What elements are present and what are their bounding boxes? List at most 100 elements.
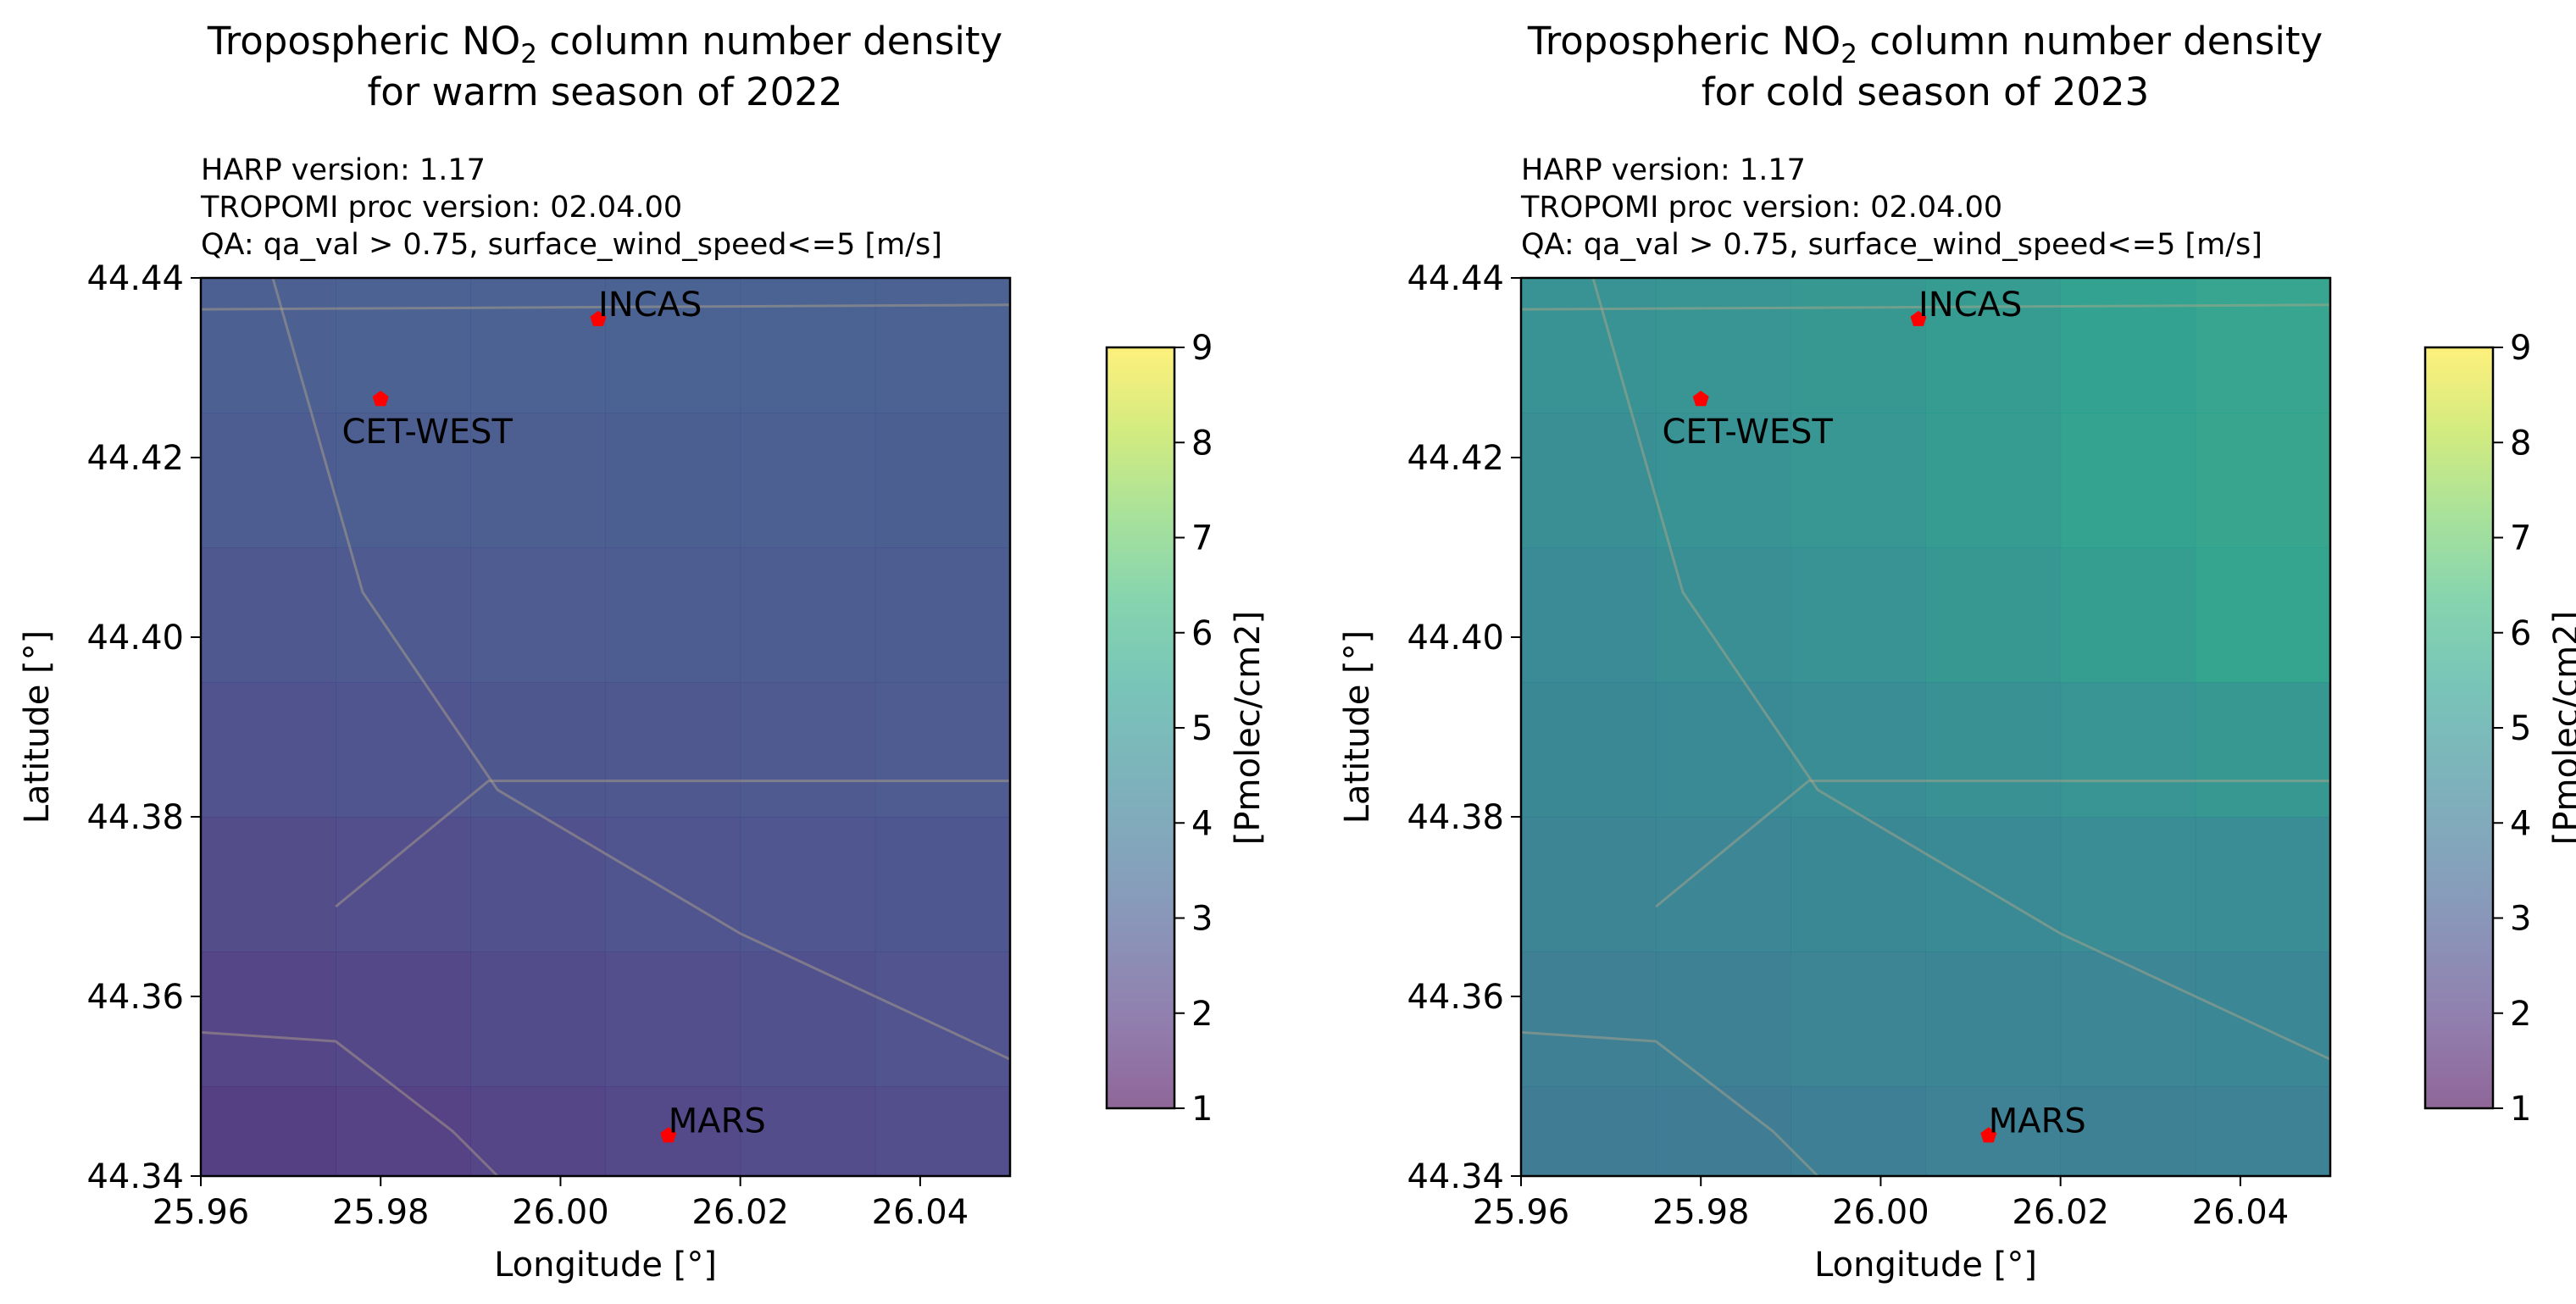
heatmap-cell: [336, 547, 471, 683]
heatmap-cell: [1656, 547, 1791, 683]
chart-title-line1: Tropospheric NO2 column number density: [207, 19, 1002, 69]
heatmap-cell: [470, 952, 606, 1087]
heatmap-cell: [1521, 1086, 1657, 1177]
y-tick-label: 44.34: [86, 1157, 184, 1196]
colorbar-tick-label: 3: [2510, 900, 2531, 939]
heatmap-cell: [874, 817, 1011, 952]
meta-line: QA: qa_val > 0.75, surface_wind_speed<=5…: [201, 228, 942, 262]
basemap-road: [1520, 1030, 1819, 1178]
heatmap-cell: [1656, 817, 1791, 952]
meta-line: HARP version: 1.17: [201, 153, 486, 187]
station-label: MARS: [1989, 1101, 2086, 1140]
colorbar-tick-label: 6: [2510, 614, 2531, 653]
heatmap-cell: [605, 547, 741, 683]
heatmap-cell: [201, 682, 336, 818]
station-marker: [372, 391, 389, 407]
x-tick-label: 25.98: [1652, 1193, 1750, 1232]
heatmap-cell: [1521, 817, 1657, 952]
heatmap-cell: [740, 817, 876, 952]
colorbar-label: [Pmolec/cm2]: [2547, 611, 2576, 845]
y-tick-label: 44.44: [1407, 259, 1504, 298]
heatmap-cell: [201, 278, 336, 413]
heatmap-cell: [1656, 952, 1791, 1087]
colorbar-tick-label: 3: [1191, 900, 1213, 939]
station-marker: [660, 1127, 677, 1143]
basemap-road: [1655, 780, 2330, 908]
x-tick-label: 26.04: [872, 1193, 969, 1232]
heatmap-cell: [2195, 952, 2331, 1087]
heatmap-cell: [874, 1086, 1011, 1177]
title-text-post: column number density: [537, 19, 1002, 64]
heatmap-cell: [2060, 682, 2196, 818]
heatmap-cell: [1521, 952, 1657, 1087]
title-text-pre: Tropospheric NO: [1527, 19, 1840, 64]
colorbar-tick-label: 7: [2510, 519, 2531, 558]
heatmap-cell: [336, 952, 471, 1087]
colorbar-tick-label: 8: [1191, 424, 1213, 463]
heatmap-cell: [336, 278, 471, 413]
heatmap-cell: [874, 682, 1011, 818]
heatmap-cell: [1656, 1086, 1791, 1177]
colorbar-tick-label: 9: [2510, 329, 2531, 368]
colorbar: [2425, 347, 2493, 1108]
colorbar-tick-label: 2: [1191, 995, 1213, 1034]
title-subscript: 2: [1840, 39, 1857, 69]
heatmap-cell: [874, 413, 1011, 548]
heatmap-cell: [605, 817, 741, 952]
y-tick-label: 44.42: [86, 439, 184, 478]
heatmap-cell: [1656, 413, 1791, 548]
panel-warm-season: Tropospheric NO2 column number densityfo…: [18, 19, 1268, 1285]
colorbar-tick-label: 1: [2510, 1090, 2531, 1129]
colorbar: [1107, 347, 1174, 1108]
heatmap-cell: [2195, 547, 2331, 683]
colorbar-tick-label: 8: [2510, 424, 2531, 463]
heatmap-cell: [2195, 1086, 2331, 1177]
basemap-road: [1591, 277, 2331, 1061]
heatmap-cell: [605, 952, 741, 1087]
heatmap-cell: [1925, 952, 2062, 1087]
colorbar-tick-label: 5: [1191, 709, 1213, 748]
station-label: INCAS: [598, 286, 702, 325]
x-tick-label: 26.04: [2192, 1193, 2290, 1232]
heatmap-cell: [740, 682, 876, 818]
colorbar-tick-label: 5: [2510, 709, 2531, 748]
heatmap-cell: [470, 682, 606, 818]
heatmap-cell: [1790, 278, 1926, 413]
colorbar-tick-label: 2: [2510, 995, 2531, 1034]
heatmap-cell: [1790, 1086, 1926, 1177]
heatmap-cell: [201, 952, 336, 1087]
heatmap-cell: [874, 278, 1011, 413]
station-label: CET-WEST: [342, 413, 514, 452]
heatmap-cell: [470, 817, 606, 952]
heatmap-cell: [1925, 413, 2062, 548]
basemap-road: [335, 780, 1010, 908]
y-tick-label: 44.38: [86, 798, 184, 837]
heatmap-cell: [336, 817, 471, 952]
y-tick-label: 44.36: [1407, 978, 1504, 1017]
x-tick-label: 25.96: [1473, 1193, 1570, 1232]
basemap-road: [1520, 303, 2331, 311]
title-subscript: 2: [520, 39, 537, 69]
heatmap-cell: [201, 1086, 336, 1177]
x-tick-label: 26.00: [512, 1193, 609, 1232]
heatmap-cell: [201, 817, 336, 952]
y-axis-label: Latitude [°]: [1338, 630, 1377, 824]
heatmap-cell: [1790, 547, 1926, 683]
heatmap-cell: [470, 413, 606, 548]
y-tick-label: 44.40: [86, 619, 184, 658]
heatmap-cell: [1521, 413, 1657, 548]
y-axis-label: Latitude [°]: [18, 630, 57, 824]
heatmap-cell: [740, 278, 876, 413]
heatmap-cell: [874, 547, 1011, 683]
title-text-pre: Tropospheric NO: [207, 19, 520, 64]
heatmap-cell: [336, 1086, 471, 1177]
heatmap-cell: [470, 1086, 606, 1177]
heatmap-cell: [2060, 1086, 2196, 1177]
basemap-road: [200, 303, 1011, 311]
heatmap-cell: [201, 413, 336, 548]
colorbar-tick-label: 7: [1191, 519, 1213, 558]
heatmap-cell: [2060, 817, 2196, 952]
heatmap-cell: [2195, 682, 2331, 818]
heatmap-cell: [1790, 682, 1926, 818]
